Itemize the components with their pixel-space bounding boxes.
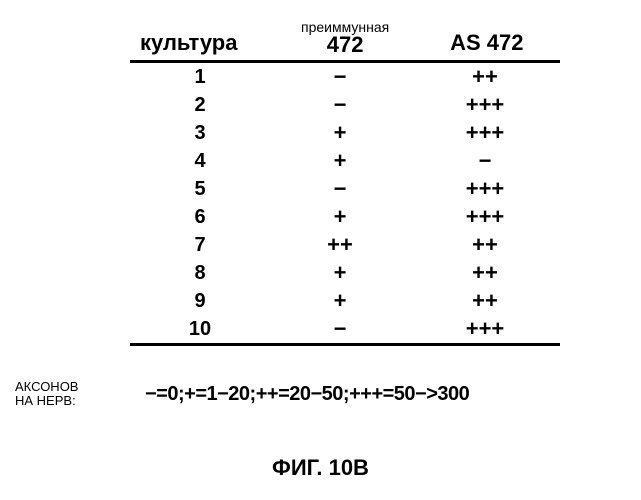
cell-preimmune: − [270,92,410,118]
cell-as472: +++ [410,120,560,146]
table-body: 1−++2−+++3++++4+−5−+++6++++7++++8+++9+++… [130,63,560,346]
table-row: 4+− [130,147,560,175]
cell-as472: +++ [410,176,560,202]
cell-as472: − [410,148,560,174]
cell-as472: +++ [410,316,560,342]
cell-as472: ++ [410,232,560,258]
cell-culture: 5 [130,178,270,201]
cell-culture: 9 [130,290,270,313]
cell-culture: 1 [130,66,270,89]
cell-culture: 3 [130,122,270,145]
header-preimmune-main: 472 [277,34,414,56]
cell-as472: ++ [410,260,560,286]
table-row: 3++++ [130,119,560,147]
legend-row: АКСОНОВ НА НЕРВ: −=0;+=1−20;++=20−50;+++… [0,380,641,409]
header-preimmune: преиммунная 472 [277,20,414,56]
figure-caption: ФИГ. 10B [0,455,641,481]
table-row: 8+++ [130,259,560,287]
legend-label: АКСОНОВ НА НЕРВ: [0,380,125,409]
cell-preimmune: ++ [270,232,410,258]
cell-as472: +++ [410,204,560,230]
cell-preimmune: + [270,148,410,174]
cell-preimmune: − [270,316,410,342]
header-culture: культура [130,30,277,56]
table-row: 10−+++ [130,315,560,343]
legend-label-line1: АКСОНОВ [15,379,78,394]
cell-preimmune: + [270,260,410,286]
cell-culture: 6 [130,206,270,229]
table-row: 7++++ [130,231,560,259]
cell-preimmune: + [270,204,410,230]
cell-culture: 4 [130,150,270,173]
table-header-row: культура преиммунная 472 AS 472 [130,20,560,63]
cell-culture: 2 [130,94,270,117]
cell-preimmune: + [270,288,410,314]
cell-culture: 10 [130,318,270,341]
data-table: культура преиммунная 472 AS 472 1−++2−++… [130,20,560,346]
table-row: 1−++ [130,63,560,91]
cell-as472: +++ [410,92,560,118]
cell-as472: ++ [410,288,560,314]
cell-preimmune: + [270,120,410,146]
table-row: 2−+++ [130,91,560,119]
table-row: 6++++ [130,203,560,231]
table-row: 9+++ [130,287,560,315]
cell-preimmune: − [270,64,410,90]
cell-culture: 7 [130,234,270,257]
table-row: 5−+++ [130,175,560,203]
cell-as472: ++ [410,64,560,90]
cell-preimmune: − [270,176,410,202]
legend-label-line2: НА НЕРВ: [15,393,76,408]
legend-scale: −=0;+=1−20;++=20−50;+++=50−>300 [125,383,469,406]
cell-culture: 8 [130,262,270,285]
header-as472: AS 472 [414,30,561,56]
